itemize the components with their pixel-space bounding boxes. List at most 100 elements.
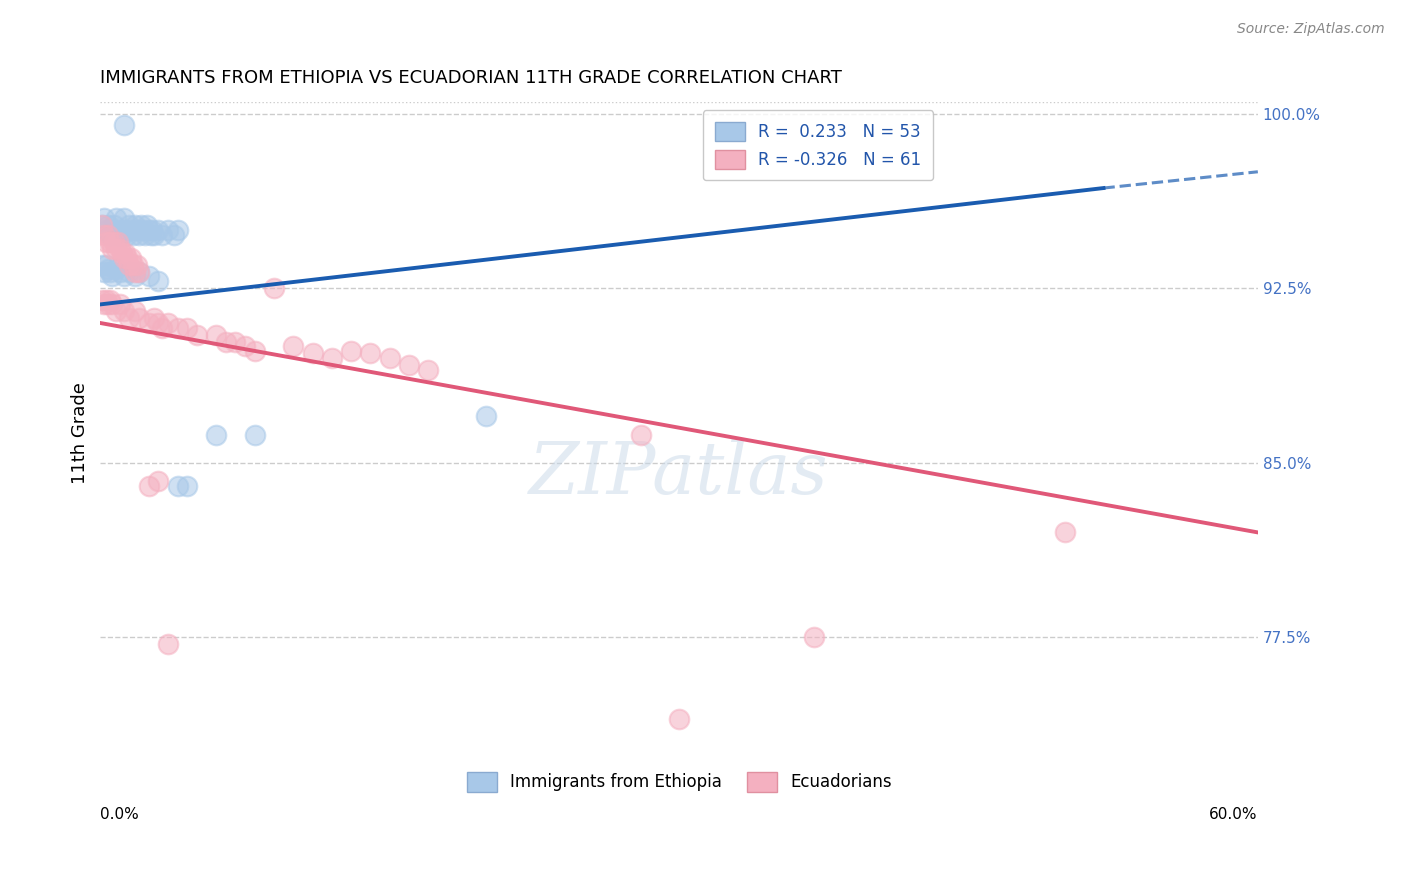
Point <box>112 211 135 226</box>
Point <box>138 223 160 237</box>
Y-axis label: 11th Grade: 11th Grade <box>72 383 89 484</box>
Point <box>233 339 256 353</box>
Point <box>141 223 163 237</box>
Point <box>101 242 124 256</box>
Point <box>150 320 173 334</box>
Point <box>148 316 170 330</box>
Point <box>112 251 135 265</box>
Point <box>150 227 173 242</box>
Point <box>124 265 146 279</box>
Point <box>117 251 139 265</box>
Point <box>122 227 145 242</box>
Point <box>101 223 124 237</box>
Point <box>124 219 146 233</box>
Point <box>98 235 121 249</box>
Point <box>668 712 690 726</box>
Point <box>321 351 343 365</box>
Point <box>148 474 170 488</box>
Point <box>156 316 179 330</box>
Point <box>104 304 127 318</box>
Point <box>93 265 115 279</box>
Point <box>104 242 127 256</box>
Point <box>107 227 129 242</box>
Point <box>101 297 124 311</box>
Point <box>112 118 135 132</box>
Text: Source: ZipAtlas.com: Source: ZipAtlas.com <box>1237 22 1385 37</box>
Point <box>94 223 117 237</box>
Point <box>91 219 114 233</box>
Point <box>129 219 152 233</box>
Text: IMMIGRANTS FROM ETHIOPIA VS ECUADORIAN 11TH GRADE CORRELATION CHART: IMMIGRANTS FROM ETHIOPIA VS ECUADORIAN 1… <box>100 69 842 87</box>
Point <box>108 265 131 279</box>
Point <box>94 258 117 272</box>
Point <box>148 274 170 288</box>
Point <box>176 320 198 334</box>
Point <box>101 269 124 284</box>
Point <box>110 227 132 242</box>
Point <box>148 223 170 237</box>
Point <box>1053 525 1076 540</box>
Point <box>205 427 228 442</box>
Point <box>107 235 129 249</box>
Point <box>418 362 440 376</box>
Point <box>138 316 160 330</box>
Point <box>110 246 132 260</box>
Point <box>93 297 115 311</box>
Point <box>94 235 117 249</box>
Point <box>93 211 115 226</box>
Point <box>108 223 131 237</box>
Point <box>138 269 160 284</box>
Point <box>143 311 166 326</box>
Point <box>91 219 114 233</box>
Point <box>93 227 115 242</box>
Point <box>340 343 363 358</box>
Point <box>378 351 401 365</box>
Point <box>243 343 266 358</box>
Point <box>263 281 285 295</box>
Point <box>120 251 142 265</box>
Point <box>118 311 141 326</box>
Point <box>97 262 120 277</box>
Point <box>301 346 323 360</box>
Point <box>98 265 121 279</box>
Point <box>128 227 150 242</box>
Point <box>398 358 420 372</box>
Point <box>103 219 125 233</box>
Point <box>156 223 179 237</box>
Point <box>166 320 188 334</box>
Point <box>143 227 166 242</box>
Point <box>224 334 246 349</box>
Point <box>114 223 136 237</box>
Point <box>91 293 114 307</box>
Point <box>803 630 825 644</box>
Point <box>359 346 381 360</box>
Point <box>132 223 155 237</box>
Point <box>475 409 498 423</box>
Point <box>166 223 188 237</box>
Point <box>125 258 148 272</box>
Point <box>118 219 141 233</box>
Point <box>163 227 186 242</box>
Point <box>94 293 117 307</box>
Point <box>124 304 146 318</box>
Point <box>97 227 120 242</box>
Point <box>97 219 120 233</box>
Point <box>138 479 160 493</box>
Point <box>156 637 179 651</box>
Point <box>98 293 121 307</box>
Point <box>125 223 148 237</box>
Point <box>128 265 150 279</box>
Point <box>139 227 162 242</box>
Point <box>135 219 157 233</box>
Text: ZIPatlas: ZIPatlas <box>529 438 830 508</box>
Point <box>118 265 141 279</box>
Point <box>114 246 136 260</box>
Point <box>243 427 266 442</box>
Point <box>112 304 135 318</box>
Point <box>118 258 141 272</box>
Point <box>630 427 652 442</box>
Point <box>117 227 139 242</box>
Point <box>104 262 127 277</box>
Point <box>186 327 208 342</box>
Point <box>128 265 150 279</box>
